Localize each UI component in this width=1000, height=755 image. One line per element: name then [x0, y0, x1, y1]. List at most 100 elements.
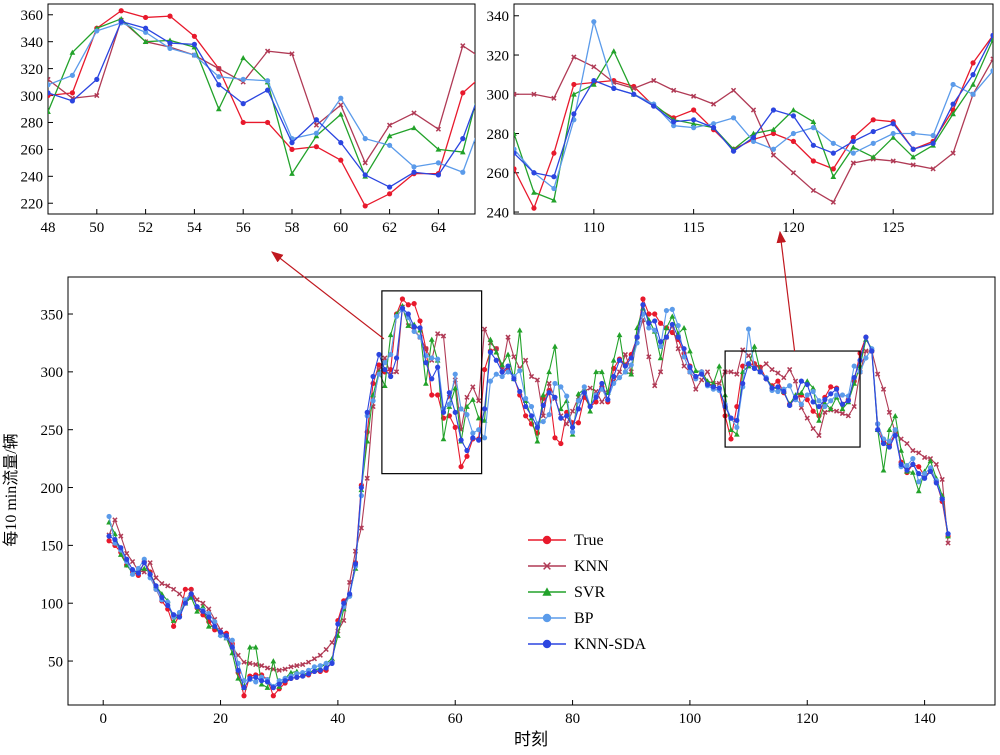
main-point: [887, 444, 892, 449]
zoom-right-point: [831, 151, 836, 156]
main-point: [394, 355, 399, 360]
main-point: [423, 360, 428, 365]
legend-item-knn: KNN: [528, 558, 609, 575]
main-point: [658, 344, 663, 349]
main-point: [893, 433, 898, 438]
main-point: [359, 485, 364, 490]
main-point: [540, 392, 546, 397]
main-point: [488, 350, 493, 355]
main-point: [482, 367, 487, 372]
main-point: [236, 668, 241, 673]
main-point: [124, 557, 129, 562]
main-point: [687, 365, 692, 370]
main-point: [259, 678, 264, 683]
zoom-right-y-tick-label: 320: [487, 48, 510, 64]
main-point: [470, 397, 476, 402]
main-point: [928, 469, 933, 474]
main-point: [681, 346, 686, 351]
main-x-tick-label: 60: [448, 711, 463, 727]
main-x-tick-label: 140: [913, 711, 936, 727]
main-point: [840, 392, 845, 397]
zoom-left-point: [485, 69, 490, 74]
zoom-left-point: [314, 117, 319, 122]
main-point: [799, 390, 805, 395]
legend-marker: [543, 640, 551, 648]
zoom-right-point: [491, 82, 497, 87]
zoom-left-point: [411, 164, 416, 169]
main-point: [775, 379, 780, 384]
zoom-right-y-tick-label: 280: [487, 127, 510, 143]
main-point: [646, 321, 651, 326]
main-point: [523, 404, 528, 409]
zoom-right-point: [970, 72, 975, 77]
main-point: [482, 406, 487, 411]
main-point: [488, 379, 493, 384]
main-point: [558, 416, 563, 421]
main-point: [892, 413, 898, 418]
zoom-right-series-true: [491, 33, 1000, 211]
zoom-left-point: [387, 143, 392, 148]
main-point: [788, 367, 792, 371]
main-point: [324, 661, 329, 666]
zoom-right-point: [791, 139, 796, 144]
zoom-right-point: [990, 33, 995, 38]
main-point: [130, 572, 135, 577]
main-point: [112, 537, 117, 542]
main-point: [552, 395, 557, 400]
main-point: [153, 583, 158, 588]
zoom-left-point: [70, 98, 75, 103]
main-point: [300, 673, 305, 678]
legend-label: KNN-SDA: [574, 636, 646, 653]
main-point: [470, 431, 475, 436]
main-point: [904, 468, 909, 473]
main-point: [523, 396, 528, 401]
main-point: [764, 376, 769, 381]
main-point: [306, 671, 311, 676]
legend-label: True: [574, 532, 604, 549]
main-point: [318, 653, 322, 657]
main-point: [441, 410, 446, 415]
main-point: [453, 425, 458, 430]
main-point: [464, 454, 469, 459]
main-point: [664, 308, 669, 313]
main-point: [365, 410, 370, 415]
main-point: [435, 365, 440, 370]
zoom-right-point: [950, 82, 955, 87]
main-point: [417, 318, 422, 323]
main-point: [288, 676, 293, 681]
main-point: [593, 395, 598, 400]
main-point: [764, 362, 768, 366]
zoom-right-series-knn: [492, 55, 1000, 204]
zoom-left-x-tick-label: 62: [382, 220, 397, 236]
main-point: [910, 462, 915, 467]
main-point: [805, 382, 810, 387]
main-point: [822, 397, 827, 402]
zoom-left-point: [241, 77, 246, 82]
main-point: [464, 412, 469, 417]
zoom-right-line: [494, 22, 1000, 189]
zoom-left-x-tick-label: 64: [431, 220, 447, 236]
main-point: [183, 601, 188, 606]
zoom-right-point: [990, 68, 995, 73]
zoom-right-point: [751, 135, 756, 140]
main-point: [195, 598, 199, 602]
main-point: [476, 438, 481, 443]
main-point: [177, 614, 182, 619]
main-point: [318, 668, 323, 673]
main-point: [552, 435, 557, 440]
main-point: [588, 386, 592, 390]
zoom-right-point: [651, 103, 656, 108]
main-point: [828, 391, 833, 396]
zoom-right-line: [494, 35, 1000, 208]
main-point: [629, 355, 634, 360]
main-point: [394, 314, 399, 319]
main-point: [805, 416, 809, 420]
main-point: [224, 633, 229, 638]
main-point: [588, 404, 593, 409]
main-point: [776, 371, 780, 375]
zoom-left-point: [45, 82, 50, 87]
zoom-left-point: [289, 147, 294, 152]
